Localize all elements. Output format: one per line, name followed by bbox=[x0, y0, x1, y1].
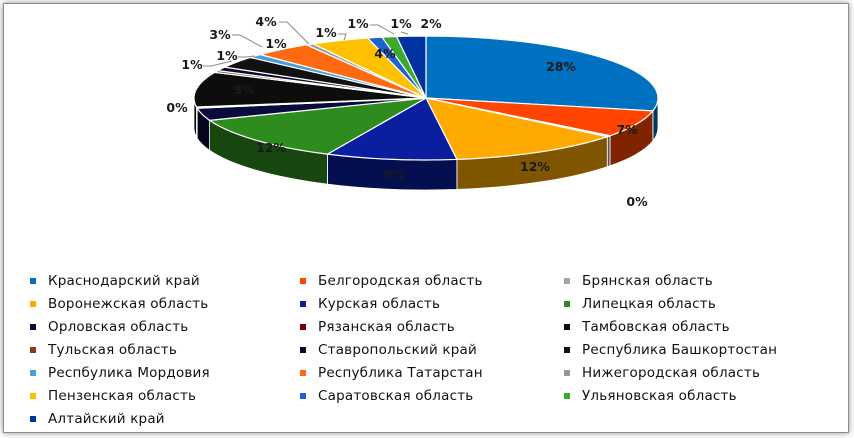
data-label-4: 9% bbox=[383, 167, 405, 182]
legend-label: Тульская область bbox=[47, 342, 177, 358]
data-label-0: 28% bbox=[546, 59, 576, 74]
data-label-13: 4% bbox=[255, 14, 277, 29]
data-label-15: 4% bbox=[374, 46, 396, 61]
legend-swatch bbox=[564, 347, 570, 353]
legend-label: Брянская область bbox=[582, 273, 713, 289]
chart-frame: 28% 7% 0% 12% 9% 12% 0% 9% 1% 1% 3% 1% 4% 1% 4% 1% 1% 2% … bbox=[3, 3, 849, 433]
legend-label: Краснодарский край bbox=[48, 273, 200, 289]
leader-line-16 bbox=[370, 24, 395, 35]
slice-5 bbox=[207, 97, 427, 155]
legend-label: Республика Башкортостан bbox=[582, 342, 777, 358]
legend-label: Республика Татарстан bbox=[318, 365, 483, 381]
legend-swatch bbox=[300, 324, 306, 330]
legend-item: Белгородская область bbox=[300, 273, 483, 289]
slice-3 bbox=[424, 97, 610, 161]
legend-label: Тамбовская область bbox=[581, 319, 730, 335]
data-label-12: 1% bbox=[265, 36, 287, 51]
legend-label: Белгородская область bbox=[318, 273, 483, 289]
legend-label: Рязанская область bbox=[318, 319, 455, 335]
legend-label: Пензенская область bbox=[48, 388, 196, 404]
leader-line-10 bbox=[238, 55, 256, 58]
data-label-10: 1% bbox=[216, 48, 238, 63]
data-label-17: 1% bbox=[390, 16, 412, 31]
legend-swatch bbox=[30, 278, 36, 284]
legend-label: Орловская область bbox=[48, 319, 188, 335]
leader-lines bbox=[203, 21, 409, 67]
data-label-11: 3% bbox=[209, 27, 231, 42]
data-labels: 28% 7% 0% 12% 9% 12% 0% 9% 1% 1% 3% 1% 4% 1% 4% 1% 1% 2% bbox=[166, 14, 648, 209]
leader-line-17 bbox=[400, 31, 409, 35]
legend-swatch bbox=[300, 393, 306, 399]
legend-swatch bbox=[300, 301, 306, 307]
legend-item: Респбулика Мордовия bbox=[30, 365, 210, 381]
legend-item: Пензенская область bbox=[30, 388, 196, 404]
legend-swatch bbox=[30, 393, 36, 399]
data-label-14: 1% bbox=[315, 25, 337, 40]
legend-item: Нижегородская область bbox=[564, 365, 760, 381]
legend-item: Курская область bbox=[300, 296, 440, 312]
slice-8 bbox=[193, 71, 427, 108]
legend-swatch bbox=[300, 370, 306, 376]
leader-line-9 bbox=[203, 60, 233, 67]
data-label-7: 0% bbox=[166, 100, 188, 115]
legend-item: Воронежская область bbox=[30, 296, 208, 312]
data-label-16: 1% bbox=[347, 16, 369, 31]
legend-swatch bbox=[564, 324, 570, 330]
legend-swatch bbox=[30, 370, 36, 376]
legend-label: Нижегородская область bbox=[582, 365, 760, 381]
legend-item: Саратовская область bbox=[300, 388, 473, 404]
data-label-8: 9% bbox=[233, 82, 255, 97]
data-label-3: 12% bbox=[520, 159, 550, 174]
legend-label: Ульяновская область bbox=[582, 388, 737, 404]
legend-label: Воронежская область bbox=[48, 296, 208, 312]
legend-label: Курская область bbox=[318, 296, 440, 312]
legend-item: Липецкая область bbox=[564, 296, 716, 312]
legend-swatch bbox=[30, 301, 36, 307]
slice-1 bbox=[425, 97, 655, 137]
legend-item: Ульяновская область bbox=[564, 388, 737, 404]
legend-item: Брянская область bbox=[564, 273, 713, 289]
legend-label: Саратовская область bbox=[318, 388, 473, 404]
data-label-1: 7% bbox=[616, 122, 638, 137]
legend-item: Рязанская область bbox=[300, 319, 455, 335]
data-label-2: 0% bbox=[626, 194, 648, 209]
leader-line-14 bbox=[338, 33, 347, 41]
legend-swatch bbox=[564, 393, 570, 399]
legend-label: Респбулика Мордовия bbox=[48, 365, 210, 381]
data-label-9: 1% bbox=[181, 57, 203, 72]
slice-side-2 bbox=[606, 135, 611, 168]
legend-item: Алтайский край bbox=[30, 411, 165, 427]
pie-chart: 28%7%0%12%9%12%0%9%1%1%3%1%4%1%4%1% 1% 2% … bbox=[30, 14, 777, 427]
data-label-18: 2% bbox=[420, 16, 442, 31]
legend-label: Алтайский край bbox=[48, 411, 165, 427]
legend-swatch bbox=[30, 324, 36, 330]
legend-item: Тамбовская область bbox=[564, 319, 730, 335]
data-label-5: 12% bbox=[256, 140, 286, 155]
legend-item: Орловская область bbox=[30, 319, 188, 335]
slice-18 bbox=[395, 35, 427, 99]
slice-0 bbox=[425, 35, 659, 112]
legend-swatch bbox=[300, 278, 306, 284]
legend-item: Республика Башкортостан bbox=[564, 342, 777, 358]
legend-swatch bbox=[30, 416, 36, 422]
legend-swatch bbox=[564, 301, 570, 307]
leader-line-13 bbox=[279, 21, 310, 45]
legend-item: Тульская область bbox=[30, 342, 177, 358]
slice-4 bbox=[325, 97, 458, 161]
legend-swatch bbox=[564, 370, 570, 376]
legend-item: Республика Татарстан bbox=[300, 365, 483, 381]
legend-swatch bbox=[564, 278, 570, 284]
pie-layer bbox=[193, 35, 659, 191]
legend-label: Ставропольский край bbox=[318, 342, 477, 358]
leader-line-11 bbox=[232, 34, 263, 48]
legend-item: Краснодарский край bbox=[30, 273, 200, 289]
legend-item: Ставропольский край bbox=[300, 342, 477, 358]
legend-swatch bbox=[30, 347, 36, 353]
legend: Краснодарский край Белгородская область Бр… bbox=[30, 273, 777, 427]
legend-label: Липецкая область bbox=[582, 296, 716, 312]
legend-swatch bbox=[300, 347, 306, 353]
